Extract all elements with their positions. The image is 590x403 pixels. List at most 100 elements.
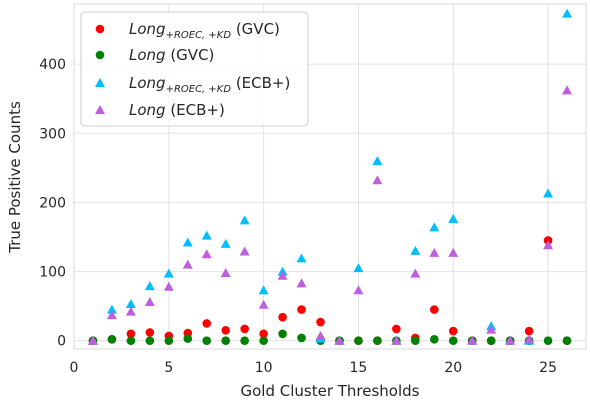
- data-point: [486, 336, 496, 346]
- data-point: [429, 305, 439, 314]
- data-point: [429, 247, 440, 257]
- data-point: [372, 175, 383, 185]
- legend-label-suffix: (ECB+): [231, 74, 290, 92]
- data-point: [164, 336, 174, 346]
- data-point: [448, 326, 458, 336]
- legend-marker: [95, 78, 105, 87]
- data-point: [87, 335, 98, 345]
- data-point: [106, 304, 117, 314]
- data-point: [201, 230, 212, 240]
- data-point: [202, 319, 212, 328]
- legend-label-suffix: (GVC): [231, 20, 280, 38]
- data-point: [221, 336, 231, 346]
- legend: Long+ROEC, +KD (GVC)Long (GVC)Long+ROEC,…: [80, 11, 309, 127]
- data-point: [144, 296, 155, 306]
- data-point: [410, 268, 421, 278]
- data-point: [144, 281, 155, 291]
- y-tick-label: 100: [39, 265, 66, 281]
- data-point: [429, 222, 440, 232]
- data-point: [562, 85, 573, 95]
- legend-marker: [95, 24, 105, 34]
- data-point: [277, 270, 288, 280]
- data-point: [486, 324, 497, 334]
- data-point: [353, 285, 364, 295]
- data-point: [278, 329, 287, 339]
- data-point: [297, 333, 306, 343]
- data-point: [297, 305, 306, 314]
- data-point: [182, 259, 193, 269]
- legend-label-main: Long: [129, 74, 166, 92]
- data-point: [220, 267, 231, 277]
- legend-label-suffix: (GVC): [166, 46, 215, 64]
- data-point: [259, 336, 268, 346]
- legend-item: Long (GVC): [95, 46, 214, 64]
- data-point: [163, 281, 174, 291]
- data-point: [125, 299, 136, 309]
- data-point: [392, 324, 401, 334]
- data-point: [240, 336, 249, 346]
- data-point: [354, 336, 363, 346]
- x-tick-label: 10: [255, 360, 273, 376]
- y-tick-label: 0: [57, 334, 66, 350]
- legend-item: Long (ECB+): [95, 101, 225, 119]
- legend-label-main: Long: [129, 20, 166, 38]
- data-point: [258, 299, 269, 309]
- data-point: [182, 237, 193, 247]
- x-tick-label: 20: [444, 360, 462, 376]
- data-point: [448, 247, 459, 257]
- data-point: [125, 306, 136, 316]
- data-point: [372, 155, 383, 165]
- data-point: [145, 328, 155, 337]
- data-point: [429, 335, 439, 344]
- data-point: [126, 329, 136, 339]
- data-point: [240, 324, 249, 334]
- data-point: [296, 278, 307, 288]
- data-point: [221, 326, 231, 335]
- data-point: [316, 317, 325, 327]
- plot-frame: [73, 3, 587, 350]
- series-4: [87, 85, 573, 345]
- data-point: [524, 326, 534, 336]
- legend-label: Long+ROEC, +KD (ECB+): [129, 74, 290, 95]
- legend-label-main: Long: [129, 46, 166, 64]
- legend-label: Long (ECB+): [129, 101, 225, 119]
- legend-label-subscript: +ROEC, +KD: [166, 84, 232, 95]
- data-point: [448, 214, 459, 224]
- data-point: [562, 336, 572, 346]
- legend-label-suffix: (ECB+): [166, 101, 225, 119]
- series-1: [88, 236, 572, 346]
- legend-box: [80, 11, 309, 127]
- legend-label: Long (GVC): [129, 46, 214, 64]
- data-point: [220, 238, 231, 248]
- data-point: [411, 336, 420, 346]
- y-tick-label: 200: [39, 195, 66, 211]
- legend-label-subscript: +ROEC, +KD: [166, 30, 232, 41]
- legend-item: Long+ROEC, +KD (ECB+): [95, 74, 290, 95]
- legend-marker: [95, 50, 105, 60]
- data-point: [239, 215, 250, 225]
- legend-label: Long+ROEC, +KD (GVC): [129, 20, 280, 41]
- x-tick-label: 0: [70, 360, 79, 376]
- data-point: [183, 334, 193, 343]
- data-point: [201, 249, 212, 259]
- data-point: [410, 245, 421, 255]
- legend-marker: [95, 105, 105, 114]
- data-point: [107, 335, 117, 344]
- data-point: [543, 336, 553, 346]
- data-point: [524, 334, 535, 344]
- points-layer: [87, 8, 573, 346]
- data-point: [391, 335, 402, 345]
- data-point: [448, 336, 458, 346]
- data-point: [202, 336, 212, 346]
- legend-item: Long+ROEC, +KD (GVC): [95, 20, 280, 41]
- data-point: [106, 310, 117, 320]
- y-tick-label: 400: [39, 57, 66, 73]
- data-point: [543, 188, 554, 198]
- data-point: [353, 263, 364, 273]
- data-point: [543, 240, 554, 250]
- data-point: [505, 335, 516, 345]
- x-axis-label: Gold Cluster Thresholds: [240, 382, 419, 400]
- data-point: [467, 335, 478, 345]
- data-point: [145, 336, 155, 346]
